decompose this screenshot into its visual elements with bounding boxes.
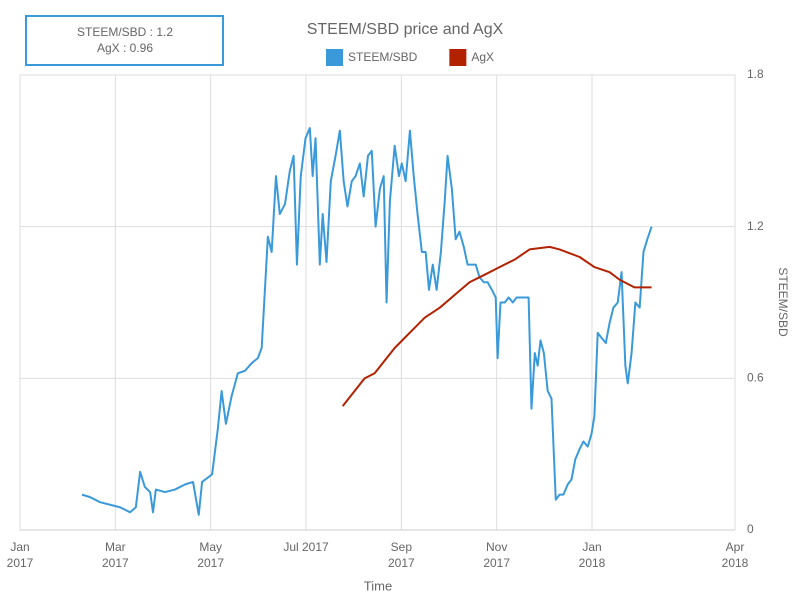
- x-tick-label: Jan 2018: [579, 540, 606, 570]
- y-tick-label: 0: [747, 522, 754, 536]
- y-tick-label: 0.6: [747, 371, 764, 385]
- chart-title: STEEM/SBD price and AgX: [307, 21, 504, 38]
- y-axis-title: STEEM/SBD: [776, 267, 790, 337]
- x-tick-label: Mar 2017: [102, 540, 129, 570]
- legend-label: AgX: [471, 50, 494, 64]
- x-tick-label: Jan 2017: [7, 540, 34, 570]
- x-tick-label: Sep 2017: [388, 540, 415, 570]
- x-tick-label: May 2017: [197, 540, 224, 570]
- legend-label: STEEM/SBD: [348, 50, 418, 64]
- x-tick-label: Jul 2017: [283, 540, 329, 554]
- x-axis-title: Time: [364, 578, 392, 593]
- tooltip-line: AgX : 0.96: [97, 41, 153, 55]
- x-tick-label: Apr 2018: [722, 540, 749, 570]
- tooltip-line: STEEM/SBD : 1.2: [77, 25, 173, 39]
- y-tick-label: 1.8: [747, 67, 764, 81]
- x-tick-label: Nov 2017: [483, 540, 510, 570]
- y-tick-label: 1.2: [747, 219, 764, 233]
- line-series: [341, 245, 652, 407]
- legend-swatch: [449, 49, 467, 66]
- line-series: [81, 127, 653, 516]
- tooltip-box: [25, 15, 224, 66]
- legend-swatch: [326, 49, 343, 66]
